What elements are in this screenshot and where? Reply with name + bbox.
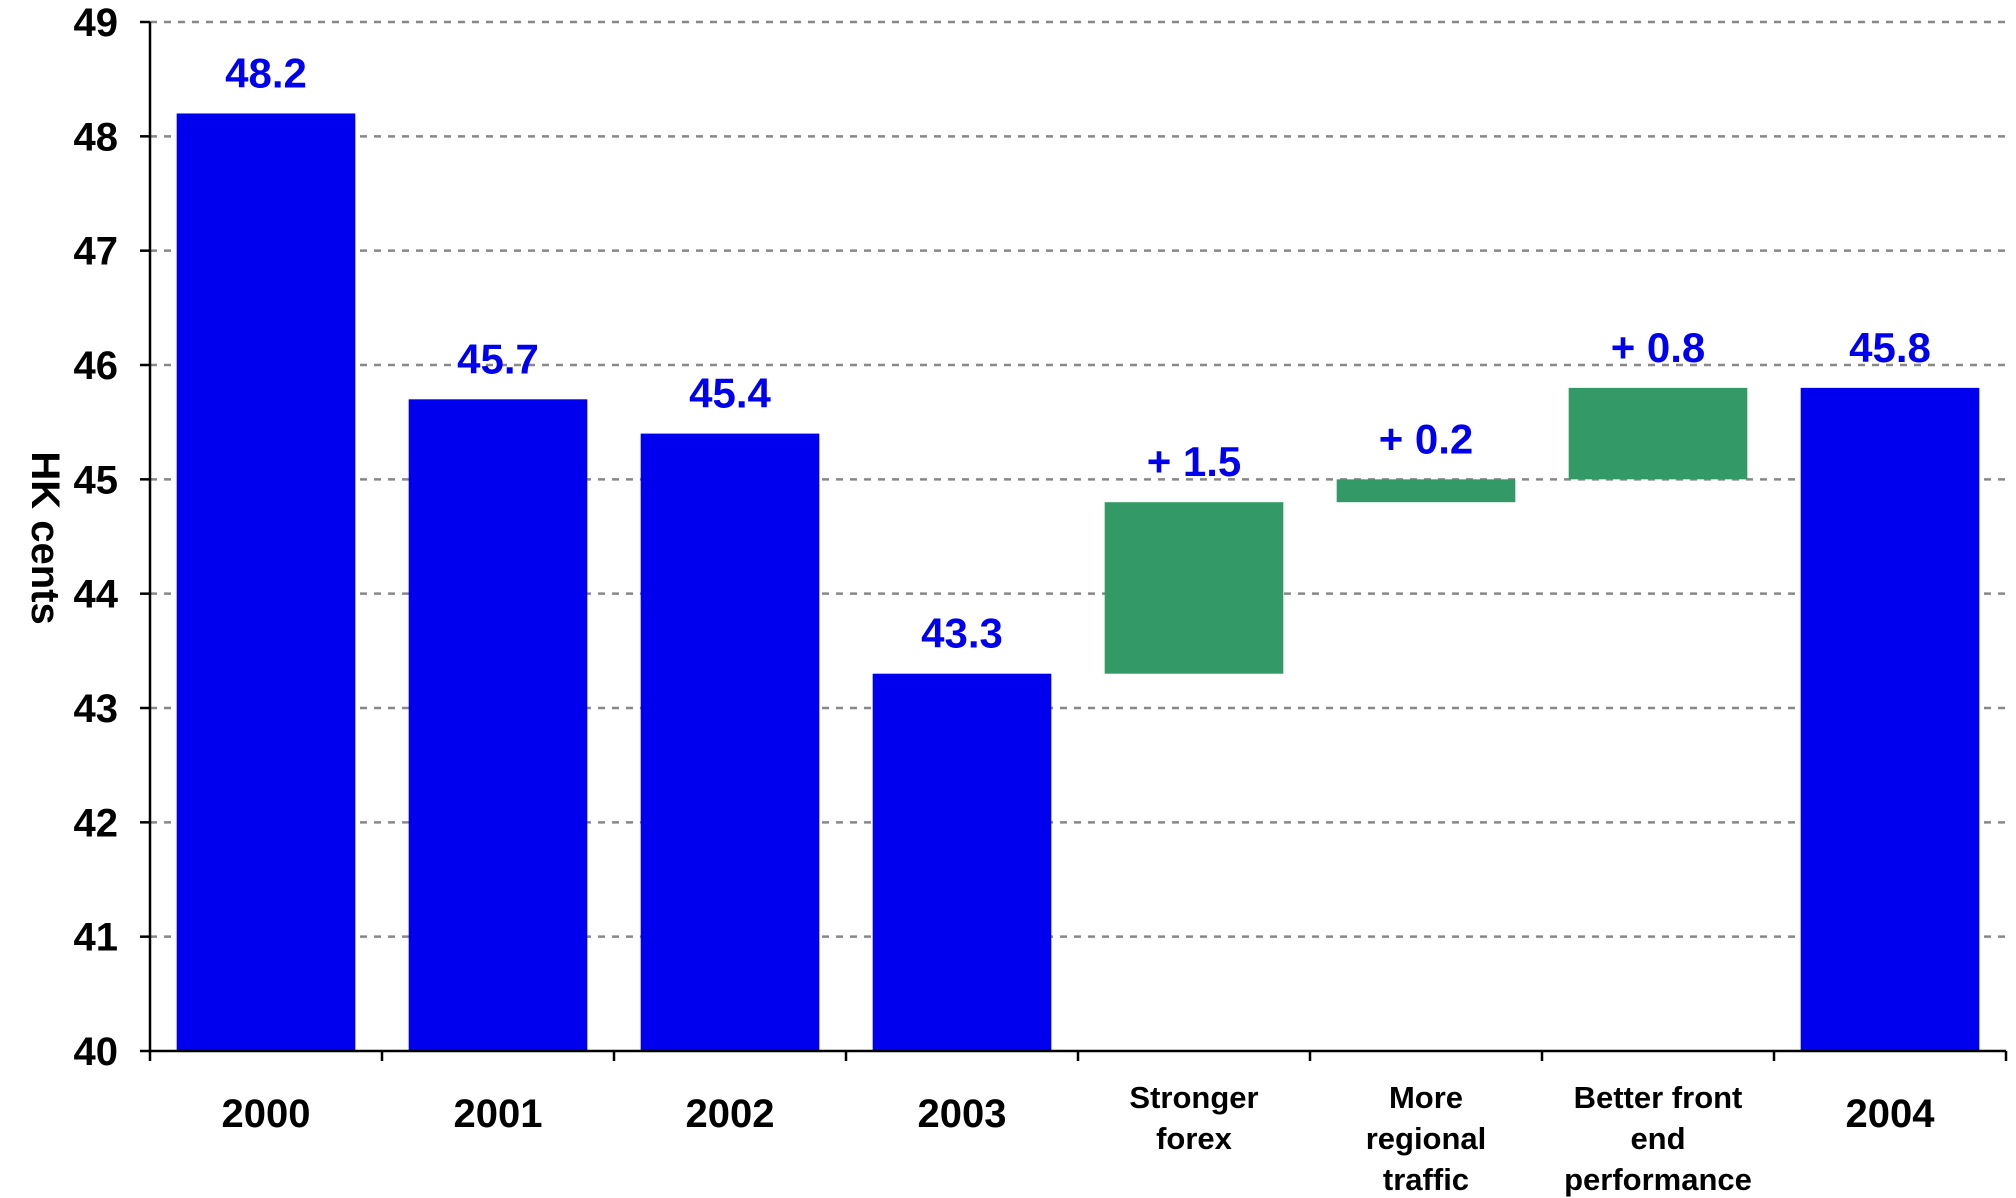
y-tick-label: 45 (74, 458, 119, 502)
axes: 40 41 42 43 44 45 46 47 48 49 2000 2001 2002 2003 Stro… (74, 1, 2008, 1197)
x-category-label: performance (1564, 1162, 1752, 1197)
x-category-label: forex (1156, 1121, 1233, 1156)
x-category-label: 2000 (222, 1092, 311, 1136)
y-axis-label: HK cents (23, 451, 67, 624)
bars (176, 113, 1980, 1052)
x-category-label: 2003 (918, 1092, 1007, 1136)
x-category-label: Stronger (1129, 1080, 1258, 1115)
y-tick-label: 43 (74, 687, 119, 731)
total-bar (640, 433, 820, 1052)
y-tick-label: 47 (74, 230, 119, 274)
x-category-label: regional (1366, 1121, 1487, 1156)
data-label: 45.8 (1849, 324, 1931, 371)
data-label: + 1.5 (1147, 438, 1242, 485)
data-label: 48.2 (225, 49, 307, 96)
data-label: 45.7 (457, 335, 539, 382)
x-category-label: 2001 (454, 1092, 543, 1136)
x-category-label: end (1630, 1121, 1685, 1156)
total-bar (176, 113, 356, 1051)
total-bar (408, 399, 588, 1051)
x-category-label: More (1389, 1080, 1463, 1115)
total-bar (872, 673, 1052, 1051)
delta-bar (1104, 502, 1284, 674)
y-tick-label: 42 (74, 801, 119, 845)
data-label: 43.3 (921, 610, 1003, 657)
x-category-label: 2004 (1846, 1092, 1936, 1136)
x-category-label: Better front (1574, 1080, 1743, 1115)
y-tick-label: 49 (74, 1, 119, 45)
y-tick-label: 44 (74, 573, 119, 617)
data-label: + 0.8 (1611, 324, 1706, 371)
x-category-label: 2002 (686, 1092, 775, 1136)
y-tick-label: 40 (74, 1030, 119, 1074)
data-labels: 48.2 45.7 45.4 43.3 + 1.5 + 0.2 + 0.8 45.8 (225, 49, 1931, 656)
x-category-label: traffic (1383, 1162, 1469, 1197)
y-tick-label: 41 (74, 916, 119, 960)
total-bar (1800, 387, 1980, 1051)
y-tick-label: 48 (74, 115, 119, 159)
data-label: 45.4 (689, 370, 771, 417)
delta-bar (1336, 479, 1516, 503)
y-tick-label: 46 (74, 344, 119, 388)
data-label: + 0.2 (1379, 415, 1474, 462)
delta-bar (1568, 387, 1748, 480)
